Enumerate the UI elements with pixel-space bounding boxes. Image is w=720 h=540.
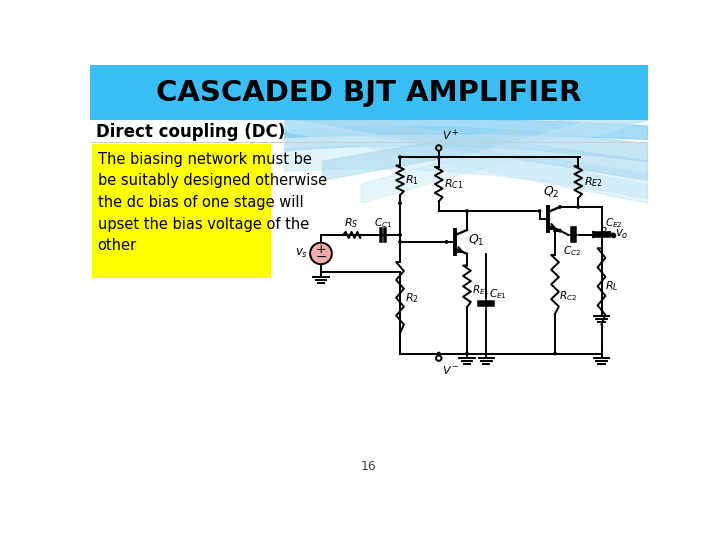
Text: −: − <box>315 251 327 264</box>
Text: $R_2$: $R_2$ <box>405 291 419 305</box>
Circle shape <box>398 233 402 237</box>
Text: $v_s$: $v_s$ <box>294 247 307 260</box>
Circle shape <box>576 205 580 209</box>
Text: $R_{C2}$: $R_{C2}$ <box>559 289 577 303</box>
Circle shape <box>398 156 402 159</box>
Circle shape <box>398 201 402 205</box>
Polygon shape <box>361 105 648 204</box>
Text: $R_S$: $R_S$ <box>344 216 359 229</box>
Circle shape <box>611 233 615 237</box>
Text: $Q_1$: $Q_1$ <box>468 233 485 248</box>
Text: $C_{E1}$: $C_{E1}$ <box>490 287 508 301</box>
Circle shape <box>310 242 332 264</box>
Text: $R_L$: $R_L$ <box>606 279 619 293</box>
FancyBboxPatch shape <box>91 144 271 278</box>
Text: $R_o$: $R_o$ <box>599 225 613 239</box>
Polygon shape <box>276 109 648 180</box>
Text: $R_1$: $R_1$ <box>405 173 419 187</box>
Text: CASCADED BJT AMPLIFIER: CASCADED BJT AMPLIFIER <box>156 78 582 106</box>
Text: $v_o$: $v_o$ <box>615 228 629 241</box>
Polygon shape <box>90 146 648 199</box>
Text: $R_{E1}$: $R_{E1}$ <box>472 284 490 297</box>
Text: $R_{C1}$: $R_{C1}$ <box>444 177 464 191</box>
Circle shape <box>437 352 441 355</box>
Polygon shape <box>206 119 648 141</box>
FancyBboxPatch shape <box>90 65 648 120</box>
Text: The biasing network must be
be suitably designed otherwise
the dc bias of one st: The biasing network must be be suitably … <box>98 152 327 253</box>
Polygon shape <box>323 105 648 180</box>
Polygon shape <box>230 109 648 204</box>
Text: $V^-$: $V^-$ <box>442 364 459 376</box>
FancyBboxPatch shape <box>90 120 648 481</box>
Text: $Q_2$: $Q_2$ <box>544 185 560 200</box>
Circle shape <box>465 352 469 355</box>
FancyBboxPatch shape <box>90 120 284 481</box>
Circle shape <box>553 352 557 355</box>
Text: 16: 16 <box>361 460 377 473</box>
Text: $R_{E2}$: $R_{E2}$ <box>584 175 603 189</box>
Circle shape <box>465 209 469 213</box>
Circle shape <box>398 240 402 244</box>
Text: +: + <box>315 243 326 256</box>
Text: $V^+$: $V^+$ <box>442 128 459 143</box>
Text: $C_{C2}$: $C_{C2}$ <box>563 244 582 258</box>
Polygon shape <box>168 126 648 163</box>
Circle shape <box>437 156 441 159</box>
Circle shape <box>558 229 562 233</box>
FancyBboxPatch shape <box>90 120 648 481</box>
Text: Direct coupling (DC): Direct coupling (DC) <box>96 123 285 141</box>
Circle shape <box>444 240 449 244</box>
Text: $C_{E2}$: $C_{E2}$ <box>606 217 623 230</box>
Circle shape <box>553 229 557 233</box>
Circle shape <box>538 209 541 213</box>
Text: $C_{C1}$: $C_{C1}$ <box>374 216 392 229</box>
Circle shape <box>558 205 562 209</box>
